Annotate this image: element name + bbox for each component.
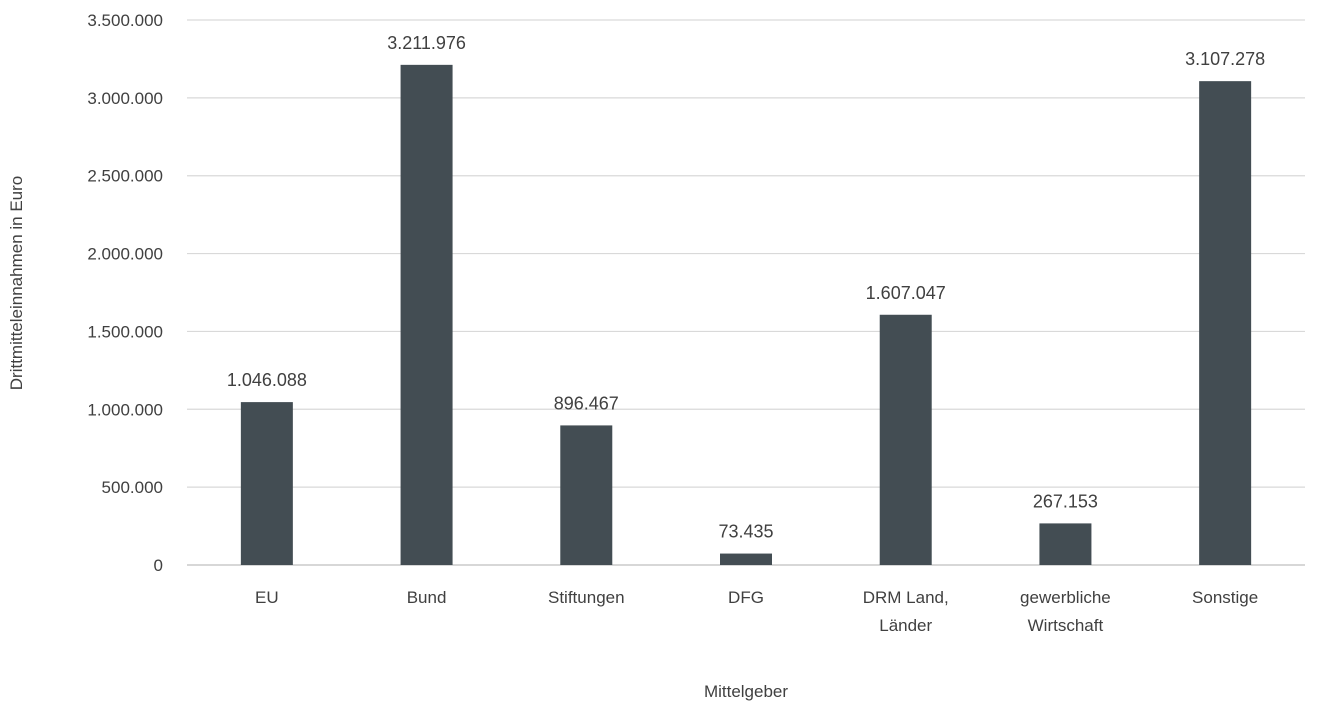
bar: [1039, 523, 1092, 565]
bar: [400, 64, 453, 565]
category-label-line: Bund: [407, 588, 447, 607]
bar: [240, 402, 293, 565]
category-label-line: Wirtschaft: [1028, 616, 1104, 635]
data-label: 267.153: [1033, 491, 1098, 511]
y-tick-label: 500.000: [102, 478, 163, 497]
category-label: DRM Land, Länder: [863, 588, 949, 635]
category-label-line: Länder: [879, 616, 932, 635]
category-label: gewerbliche Wirtschaft: [1020, 588, 1111, 635]
y-tick-label: 2.500.000: [87, 167, 163, 186]
category-label-line: gewerbliche: [1020, 588, 1111, 607]
category-label-line: DRM Land,: [863, 588, 949, 607]
y-tick-label: 1.000.000: [87, 400, 163, 419]
bar: [720, 553, 772, 565]
y-tick-label: 0: [154, 556, 163, 575]
category-label: Sonstige: [1192, 588, 1258, 607]
x-axis-title: Mittelgeber: [704, 682, 788, 701]
data-label: 1.607.047: [866, 283, 946, 303]
bar: [560, 425, 613, 565]
data-labels: 1.046.088 3.211.976 896.467 73.435 1.607.047…: [227, 33, 1265, 542]
category-label: Stiftungen: [548, 588, 625, 607]
data-label: 1.046.088: [227, 370, 307, 390]
gridlines: [187, 19, 1305, 566]
bar: [879, 314, 932, 565]
category-label-line: Sonstige: [1192, 588, 1258, 607]
category-label: Bund: [407, 588, 447, 607]
category-label-line: EU: [255, 588, 279, 607]
y-axis-ticks: 0 500.000 1.000.000 1.500.000 2.000.000 2.500…: [87, 11, 163, 575]
y-tick-label: 3.500.000: [87, 11, 163, 30]
y-axis-title: Drittmitteleinnahmen in Euro: [7, 176, 26, 390]
category-label: DFG: [728, 588, 764, 607]
data-label: 73.435: [718, 522, 773, 542]
category-label-line: DFG: [728, 588, 764, 607]
data-label: 896.467: [554, 393, 619, 413]
bar: [1199, 81, 1252, 565]
data-label: 3.211.976: [387, 33, 466, 53]
category-label-line: Stiftungen: [548, 588, 625, 607]
y-tick-label: 1.500.000: [87, 322, 163, 341]
x-axis-categories: EU Bund Stiftungen DFG DRM Land, Länder gewerb…: [255, 588, 1258, 635]
bars: [240, 64, 1252, 565]
data-label: 3.107.278: [1185, 49, 1265, 69]
category-label: EU: [255, 588, 279, 607]
y-tick-label: 2.000.000: [87, 245, 163, 264]
y-tick-label: 3.000.000: [87, 89, 163, 108]
